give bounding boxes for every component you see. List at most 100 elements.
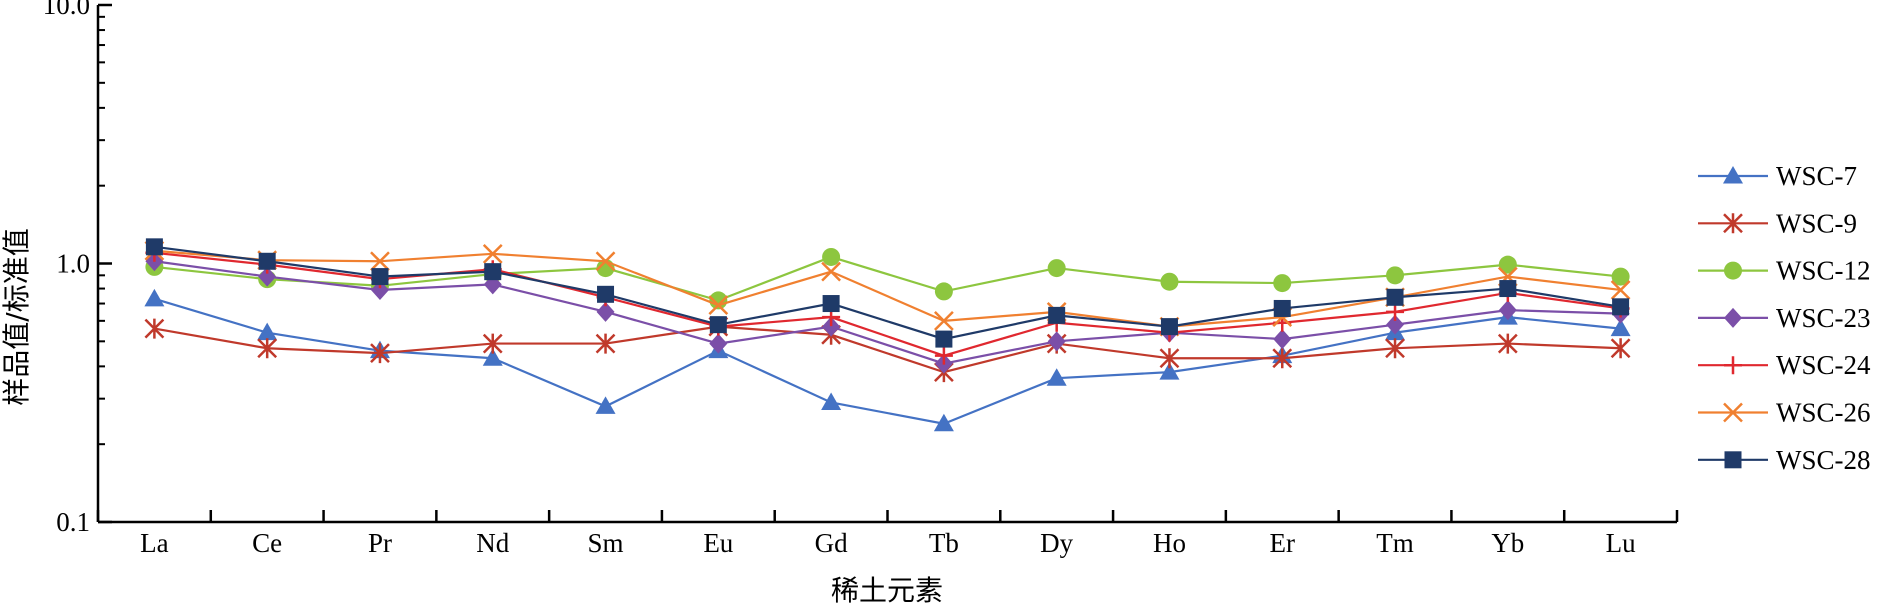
data-point <box>1273 274 1292 293</box>
data-point <box>934 282 953 301</box>
data-point <box>1159 348 1180 369</box>
legend-marker <box>1724 451 1742 469</box>
legend-item: WSC-12 <box>1698 256 1871 286</box>
x-axis-title: 稀土元素 <box>831 574 943 607</box>
x-tick-label: Eu <box>703 528 733 558</box>
series-line <box>154 245 1621 341</box>
x-tick-label: Pr <box>368 528 392 558</box>
legend: WSC-7 WSC-9 WSC-12 WSC-23 WSC-24 WSC-26 WSC-28 <box>1698 161 1871 475</box>
data-point <box>934 310 954 331</box>
legend-label: WSC-26 <box>1776 398 1871 428</box>
data-point <box>258 252 276 270</box>
data-point <box>1385 338 1405 359</box>
legend-marker <box>1723 166 1743 184</box>
ticks: 0.1 1.0 10.0 La Ce Pr Nd Sm Eu Gd Tb Dy Ho Er Tm Yb Lu <box>43 0 1679 558</box>
data-point <box>595 396 616 414</box>
series-WSC-28 <box>145 238 1630 348</box>
data-point <box>144 288 165 307</box>
data-point <box>822 316 841 337</box>
legend-item: WSC-23 <box>1698 303 1871 333</box>
data-point <box>822 247 841 266</box>
data-point <box>1386 288 1404 306</box>
data-point <box>145 238 163 256</box>
data-point <box>1386 266 1405 285</box>
y-tick-label: 0.1 <box>56 507 90 537</box>
data-point <box>709 316 727 334</box>
data-point <box>484 263 502 281</box>
data-point <box>1047 331 1066 352</box>
legend-label: WSC-9 <box>1776 208 1857 238</box>
data-point <box>595 333 616 354</box>
x-tick-label: Sm <box>588 528 624 558</box>
x-tick-label: Gd <box>815 528 848 558</box>
data-point <box>1160 272 1179 291</box>
x-tick-label: Lu <box>1606 528 1636 558</box>
data-point <box>144 318 165 339</box>
data-point <box>822 295 840 313</box>
legend-marker <box>1723 402 1743 423</box>
data-point <box>1273 299 1291 317</box>
series-WSC-23 <box>145 251 1630 374</box>
x-tick-label: Dy <box>1040 528 1073 558</box>
legend-item: WSC-28 <box>1698 445 1871 475</box>
data-point <box>821 392 842 410</box>
data-point <box>370 343 390 364</box>
y-tick-label: 10.0 <box>43 0 90 20</box>
data-point <box>1160 318 1178 336</box>
data-point <box>257 322 278 341</box>
data-point <box>482 348 503 366</box>
data-point <box>1497 333 1518 354</box>
legend-marker <box>1724 307 1742 328</box>
data-point <box>370 251 390 272</box>
data-point <box>708 295 729 316</box>
data-point <box>1046 368 1067 386</box>
data-point <box>1047 259 1066 278</box>
legend-label: WSC-24 <box>1776 350 1871 380</box>
data-point <box>371 268 389 286</box>
data-point <box>1159 362 1180 380</box>
axes <box>96 5 1677 524</box>
series-line <box>154 255 1621 302</box>
data-point <box>1498 300 1517 321</box>
x-tick-label: Er <box>1270 528 1295 558</box>
data-point <box>1272 348 1293 369</box>
data-point <box>1386 302 1405 321</box>
data-point <box>1611 267 1630 286</box>
x-tick-label: Ho <box>1153 528 1186 558</box>
x-tick-label: La <box>140 528 168 558</box>
legend-label: WSC-7 <box>1776 161 1857 191</box>
series-line <box>154 260 1621 365</box>
data-point <box>821 261 841 282</box>
data-point <box>1610 280 1631 300</box>
data-point <box>596 301 615 322</box>
legend-marker <box>1724 261 1742 280</box>
data-point <box>1610 318 1631 337</box>
data-point <box>1048 306 1066 324</box>
series-line <box>154 249 1621 328</box>
legend-item: WSC-26 <box>1698 398 1871 428</box>
legend-marker <box>1723 213 1743 234</box>
x-tick-label: Yb <box>1491 528 1524 558</box>
data-point <box>595 251 616 272</box>
data-point <box>935 330 953 348</box>
legend-marker <box>1724 356 1742 375</box>
legend-label: WSC-28 <box>1776 445 1871 475</box>
series-line <box>154 251 1621 357</box>
legend-label: WSC-23 <box>1776 303 1871 333</box>
data-point <box>934 346 953 365</box>
series-layer <box>144 238 1631 432</box>
data-point <box>597 285 615 303</box>
legend-item: WSC-7 <box>1698 161 1857 191</box>
data-point <box>1273 329 1292 350</box>
legend-label: WSC-12 <box>1776 256 1871 286</box>
data-point <box>1610 338 1631 359</box>
data-point <box>1612 298 1630 316</box>
data-point <box>1498 255 1517 274</box>
x-tick-label: Tm <box>1376 528 1414 558</box>
x-tick-label: Nd <box>476 528 509 558</box>
data-point <box>257 338 278 359</box>
y-tick-label: 1.0 <box>56 249 90 279</box>
data-point <box>1499 280 1517 298</box>
data-point <box>709 333 728 354</box>
